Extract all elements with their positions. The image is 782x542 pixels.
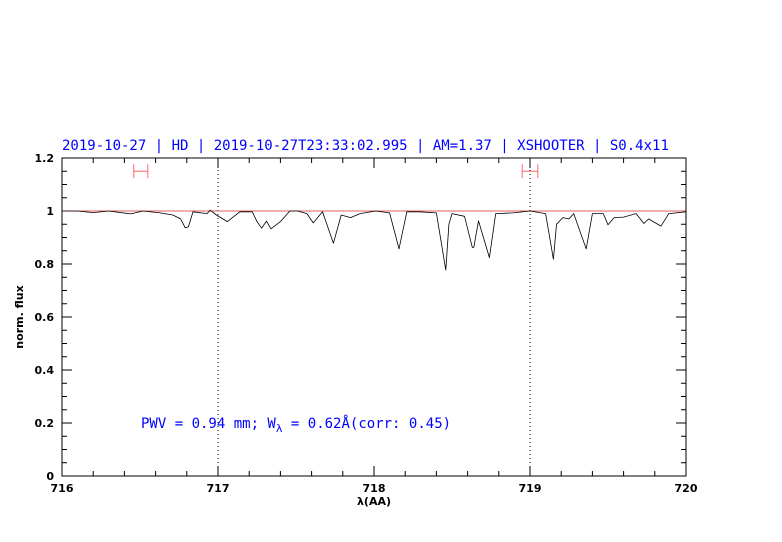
y-axis-label: norm. flux — [13, 285, 26, 348]
y-tick-label: 0.6 — [35, 311, 55, 324]
x-tick-label: 716 — [51, 482, 74, 495]
y-tick-label: 0.2 — [35, 417, 55, 430]
y-tick-label: 1.2 — [35, 152, 55, 165]
y-tick-label: 1 — [46, 205, 54, 218]
y-tick-label: 0 — [46, 470, 54, 483]
x-tick-label: 720 — [675, 482, 698, 495]
y-tick-label: 0.4 — [35, 364, 55, 377]
y-tick-label: 0.8 — [35, 258, 55, 271]
x-tick-label: 718 — [363, 482, 386, 495]
chart-title: 2019-10-27 | HD | 2019-10-27T23:33:02.99… — [62, 138, 669, 154]
plot-frame — [61, 157, 687, 477]
x-tick-label: 719 — [519, 482, 542, 495]
pwv-annotation: PWV = 0.94 mm; Wλ = 0.62Å(corr: 0.45) — [141, 415, 451, 435]
x-axis-label: λ(AA) — [357, 495, 391, 508]
spectrum-line — [62, 209, 687, 271]
x-tick-label: 717 — [207, 482, 230, 495]
